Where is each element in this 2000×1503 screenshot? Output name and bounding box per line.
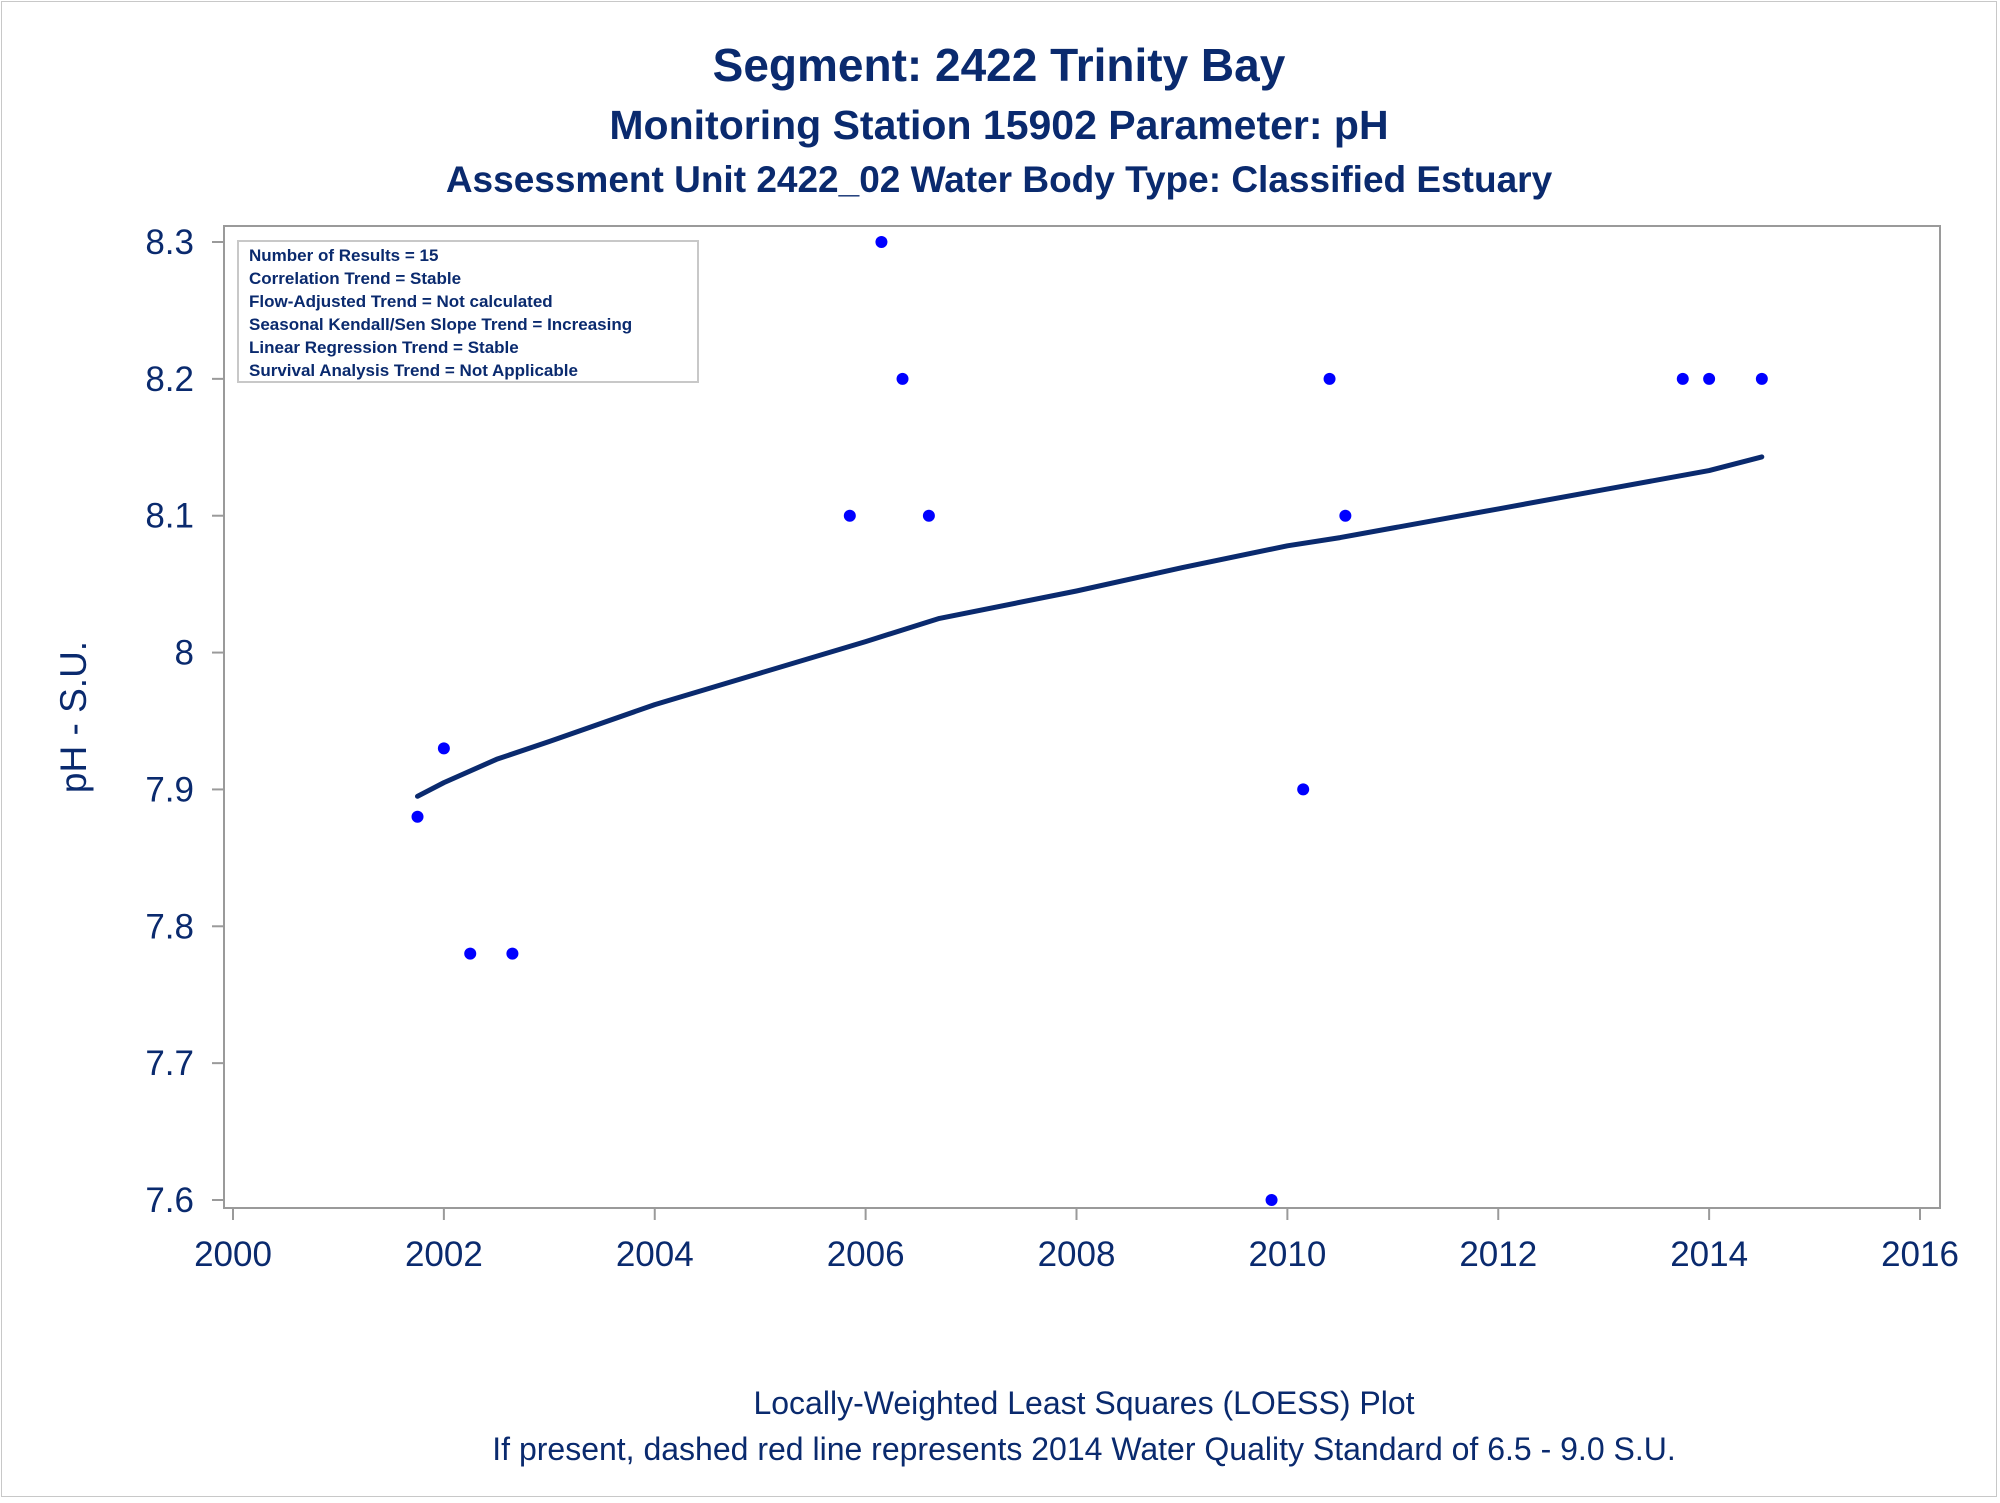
x-tick-label: 2006 [827, 1235, 905, 1274]
x-tick-label: 2004 [616, 1235, 694, 1274]
y-tick-label: 7.8 [145, 907, 194, 946]
y-tick-label: 8.1 [145, 497, 194, 536]
plot-area [223, 225, 1941, 1209]
data-point [875, 236, 888, 248]
x-tick-label: 2000 [194, 1235, 272, 1274]
footnote-standard: If present, dashed red line represents 2… [492, 1431, 1675, 1467]
y-tick-label: 8.2 [145, 360, 194, 399]
data-point [922, 509, 935, 522]
stats-line-results: Number of Results = 15 [249, 246, 438, 265]
loess-line [415, 454, 1765, 799]
footnote-loess: Locally-Weighted Least Squares (LOESS) P… [753, 1385, 1414, 1421]
x-axis: 2000 2002 2004 2006 2008 2010 2012 2014 2016 [194, 1208, 1959, 1274]
x-tick-label: 2016 [1881, 1235, 1959, 1274]
y-axis-label: pH - S.U. [53, 641, 94, 793]
y-tick-label: 7.7 [145, 1044, 194, 1083]
stats-line-linear-regression: Linear Regression Trend = Stable [249, 338, 519, 357]
data-point [1703, 372, 1716, 385]
y-tick-label: 8 [175, 634, 194, 673]
data-point [1676, 372, 1689, 385]
x-tick-label: 2008 [1038, 1235, 1116, 1274]
stats-line-correlation: Correlation Trend = Stable [249, 269, 461, 288]
data-point [1323, 372, 1336, 385]
data-point [896, 372, 909, 385]
data-point [1755, 372, 1768, 385]
y-tick-label: 7.6 [145, 1181, 194, 1220]
chart-subtitle-station: Monitoring Station 15902 Parameter: pH [609, 102, 1388, 148]
data-point [506, 947, 519, 960]
data-point [843, 509, 856, 522]
x-tick-label: 2002 [405, 1235, 483, 1274]
stats-line-survival: Survival Analysis Trend = Not Applicable [249, 361, 578, 380]
data-point [411, 810, 424, 823]
data-point [437, 742, 450, 755]
chart-subtitle-assessment: Assessment Unit 2422_02 Water Body Type:… [446, 159, 1553, 200]
x-tick-label: 2014 [1670, 1235, 1748, 1274]
y-tick-label: 8.3 [145, 223, 194, 262]
data-point [464, 947, 477, 960]
stats-line-flow-adjusted: Flow-Adjusted Trend = Not calculated [249, 292, 553, 311]
y-axis: 7.6 7.7 7.8 7.9 8 8.1 8.2 8.3 [145, 223, 224, 1220]
y-tick-label: 7.9 [145, 770, 194, 809]
points-layer [411, 236, 1768, 1206]
stats-line-seasonal-kendall: Seasonal Kendall/Sen Slope Trend = Incre… [249, 315, 632, 334]
x-tick-label: 2010 [1248, 1235, 1326, 1274]
data-point [1297, 783, 1310, 796]
stats-box-frame [237, 240, 699, 383]
data-point [1265, 1194, 1278, 1206]
x-tick-label: 2012 [1459, 1235, 1537, 1274]
chart-title: Segment: 2422 Trinity Bay [713, 39, 1286, 91]
data-point [1339, 509, 1352, 522]
loess-layer [415, 454, 1765, 799]
stats-box: Number of Results = 15 Correlation Trend… [237, 240, 699, 383]
